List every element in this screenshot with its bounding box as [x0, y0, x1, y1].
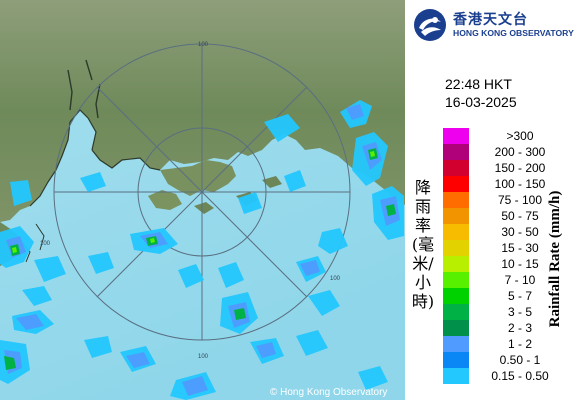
legend-row: 30 - 50 [443, 224, 563, 240]
legend-color-swatch [443, 288, 469, 304]
legend-label: 7 - 10 [504, 273, 536, 287]
legend-color-swatch [443, 304, 469, 320]
legend-row: 0.15 - 0.50 [443, 368, 563, 384]
legend-label: 3 - 5 [507, 305, 532, 319]
ring-labels: 100 100 100 100 [40, 42, 341, 360]
legend-color-swatch [443, 352, 469, 368]
legend-row: 2 - 3 [443, 320, 563, 336]
legend-color-swatch [443, 336, 469, 352]
rain-echoes-core [12, 151, 375, 253]
legend-row: 200 - 300 [443, 144, 563, 160]
legend-label: 1 - 2 [507, 337, 532, 351]
legend-label: 15 - 30 [501, 241, 539, 255]
org-name-en: HONG KONG OBSERVATORY [453, 28, 574, 38]
legend-label: 75 - 100 [497, 193, 543, 207]
coastline [29, 109, 161, 207]
legend-label: 10 - 15 [501, 257, 539, 271]
ring-label-east: 100 [330, 276, 341, 282]
legend-row: >300 [443, 128, 563, 144]
info-panel: 香港天文台 HONG KONG OBSERVATORY 22:48 HKT 16… [405, 0, 577, 400]
legend-row: 0.50 - 1 [443, 352, 563, 368]
legend-row: 100 - 150 [443, 176, 563, 192]
legend-color-swatch [443, 320, 469, 336]
legend-label: 0.15 - 0.50 [491, 369, 549, 383]
lantau-island [148, 190, 182, 210]
legend-color-swatch [443, 176, 469, 192]
legend-label: 5 - 7 [507, 289, 532, 303]
legend-color-swatch [443, 160, 469, 176]
radar-map-graphic: 100 100 100 100 [0, 0, 405, 400]
legend-row: 10 - 15 [443, 256, 563, 272]
map-copyright: © Hong Kong Observatory [270, 387, 387, 398]
legend-color-swatch [443, 240, 469, 256]
legend-color-swatch [443, 144, 469, 160]
legend-row: 150 - 200 [443, 160, 563, 176]
legend-color-swatch [443, 272, 469, 288]
legend-color-swatch [443, 224, 469, 240]
observation-time: 22:48 HKT [445, 76, 512, 92]
legend-row: 3 - 5 [443, 304, 563, 320]
ring-label-south: 100 [198, 354, 209, 360]
legend-color-swatch [443, 256, 469, 272]
legend-row: 15 - 30 [443, 240, 563, 256]
outlying-island [194, 202, 214, 214]
legend-caption-zh: 降雨率(毫米/小時) [411, 178, 435, 311]
hko-logo: 香港天文台 HONG KONG OBSERVATORY [413, 6, 575, 42]
ring-label-west: 100 [40, 241, 51, 247]
ring-label-north: 100 [198, 42, 209, 48]
legend-row: 5 - 7 [443, 288, 563, 304]
org-name-zh: 香港天文台 [453, 12, 528, 28]
legend-color-swatch [443, 208, 469, 224]
legend-row: 75 - 100 [443, 192, 563, 208]
legend-label: 50 - 75 [501, 209, 539, 223]
outlying-island [262, 176, 282, 188]
legend-label: 30 - 50 [501, 225, 539, 239]
legend-label: >300 [506, 129, 534, 143]
legend-label: 200 - 300 [494, 145, 546, 159]
legend-color-swatch [443, 192, 469, 208]
legend-row: 1 - 2 [443, 336, 563, 352]
legend-label: 100 - 150 [494, 177, 546, 191]
hko-emblem-icon [414, 9, 446, 41]
legend-label: 2 - 3 [507, 321, 532, 335]
legend-row: 50 - 75 [443, 208, 563, 224]
legend-label: 0.50 - 1 [499, 353, 541, 367]
range-rings [53, 43, 351, 341]
legend-label: 150 - 200 [494, 161, 546, 175]
river-channel [67, 59, 101, 119]
legend-color-swatch [443, 128, 469, 144]
legend-color-swatch [443, 368, 469, 384]
observation-date: 16-03-2025 [445, 94, 517, 110]
radar-map: 100 100 100 100 [0, 0, 405, 400]
legend-row: 7 - 10 [443, 272, 563, 288]
